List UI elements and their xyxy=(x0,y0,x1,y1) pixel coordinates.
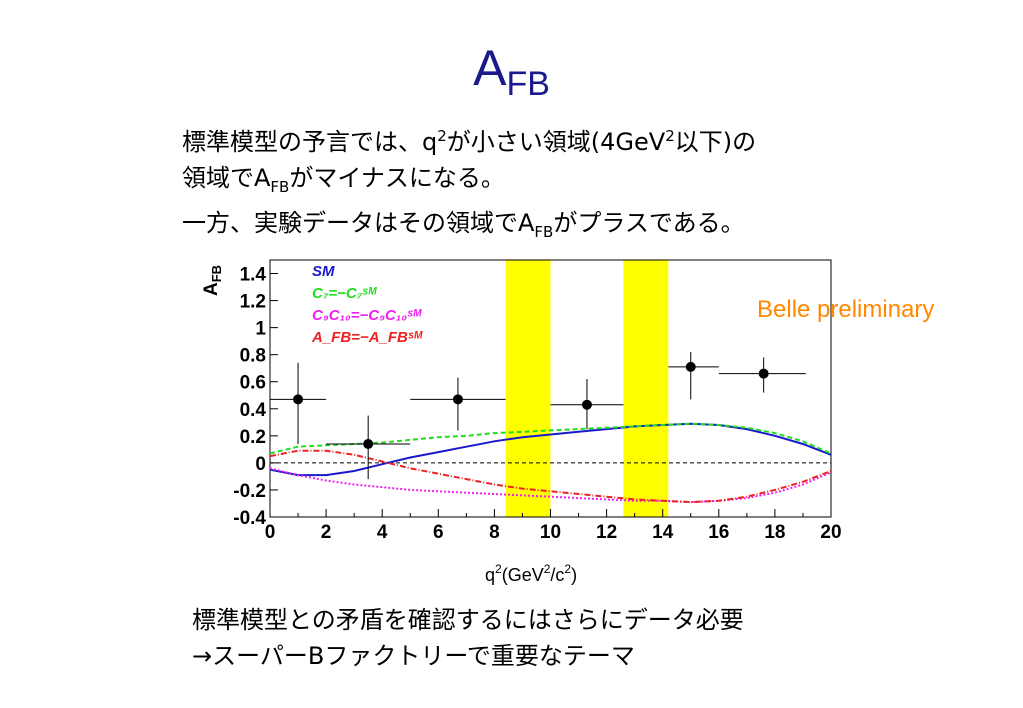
x-tick-label: 4 xyxy=(377,522,388,543)
series-line xyxy=(269,422,832,477)
x-tick-label: 8 xyxy=(489,522,500,543)
x-tick-label: 20 xyxy=(820,522,841,543)
data-point xyxy=(452,394,463,405)
intro-line-1: 標準模型の予言では、q2が小さい領域(4GeV2以下)の xyxy=(182,127,757,156)
y-tick-label: -0.2 xyxy=(233,481,266,502)
x-tick-label: 6 xyxy=(433,522,444,543)
x-tick-label: 16 xyxy=(708,522,729,543)
x-tick-label: 14 xyxy=(652,522,674,543)
legend-entry: C₇=−C₇ˢᴹ xyxy=(312,285,378,302)
data-point xyxy=(685,361,696,372)
conclusion-paragraph: 標準模型との矛盾を確認するにはさらにデータ必要 →スーパーBファクトリーで重要な… xyxy=(192,602,744,674)
veto-band xyxy=(505,260,551,517)
y-tick-label: 1 xyxy=(255,319,266,340)
x-tick-label: 2 xyxy=(321,522,332,543)
conclusion-line-1: 標準模型との矛盾を確認するにはさらにデータ必要 xyxy=(192,606,744,634)
y-tick-label: 0 xyxy=(255,454,266,475)
intro-line-2: 領域でAFBがマイナスになる。 xyxy=(182,164,505,196)
veto-band xyxy=(623,260,669,517)
data-point xyxy=(363,438,374,449)
x-axis-label: q2(GeV2/c2) xyxy=(485,562,577,585)
y-tick-label: -0.4 xyxy=(233,508,266,529)
y-tick-label: 0.8 xyxy=(240,346,266,367)
y-tick-label: 0.4 xyxy=(240,400,267,421)
y-tick-label: 1.2 xyxy=(240,292,266,313)
series-line xyxy=(269,467,832,504)
intro-paragraph: 標準模型の予言では、q2が小さい領域(4GeV2以下)の 領域でAFBがマイナス… xyxy=(182,118,756,250)
slide-title: AFB xyxy=(473,40,550,103)
y-tick-label: 1.4 xyxy=(240,265,267,286)
legend-entry: C₉C₁₀=−C₉C₁₀ˢᴹ xyxy=(312,307,423,324)
series-line xyxy=(269,422,832,455)
legend-entry: SM xyxy=(312,263,335,280)
y-tick-label: 0.6 xyxy=(240,373,266,394)
x-tick-label: 18 xyxy=(764,522,785,543)
data-point xyxy=(758,368,769,379)
belle-preliminary-label: Belle preliminary xyxy=(757,296,935,323)
y-axis-label: AFB xyxy=(201,265,224,296)
afb-chart: 0 2 4 6 8 10 12 14 16 18 20 -0.4 -0.2 0 0.2 0.4 0.6 0.8 1 1… xyxy=(201,259,842,585)
conclusion-line-2: →スーパーBファクトリーで重要なテーマ xyxy=(192,642,635,670)
x-tick-label: 12 xyxy=(596,522,617,543)
y-tick-label: 0.2 xyxy=(240,427,266,448)
x-tick-label: 10 xyxy=(540,522,561,543)
legend-entry: A_FB=−A_FBˢᴹ xyxy=(311,329,423,346)
x-tick-label: 0 xyxy=(265,522,276,543)
data-point xyxy=(293,394,304,405)
intro-line-3: 一方、実験データはその領域でAFBがプラスである。 xyxy=(182,208,745,241)
data-point xyxy=(581,399,592,410)
